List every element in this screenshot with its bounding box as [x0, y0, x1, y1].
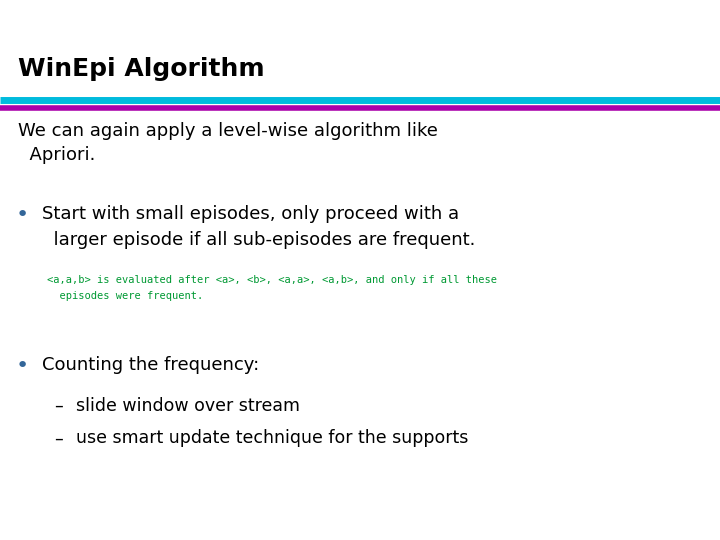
Text: –: –	[54, 397, 63, 415]
Text: Start with small episodes, only proceed with a
  larger episode if all sub-episo: Start with small episodes, only proceed …	[42, 205, 475, 249]
Text: WinEpi Algorithm: WinEpi Algorithm	[18, 57, 265, 80]
Text: •: •	[16, 356, 29, 376]
Text: •: •	[16, 205, 29, 225]
Text: slide window over stream: slide window over stream	[76, 397, 300, 415]
Text: Counting the frequency:: Counting the frequency:	[42, 356, 259, 374]
Text: We can again apply a level-wise algorithm like
  Apriori.: We can again apply a level-wise algorith…	[18, 122, 438, 165]
Text: –: –	[54, 429, 63, 447]
Text: <a,a,b> is evaluated after <a>, <b>, <a,a>, <a,b>, and only if all these: <a,a,b> is evaluated after <a>, <b>, <a,…	[47, 275, 497, 286]
Text: use smart update technique for the supports: use smart update technique for the suppo…	[76, 429, 468, 447]
Text: episodes were frequent.: episodes were frequent.	[47, 291, 203, 301]
